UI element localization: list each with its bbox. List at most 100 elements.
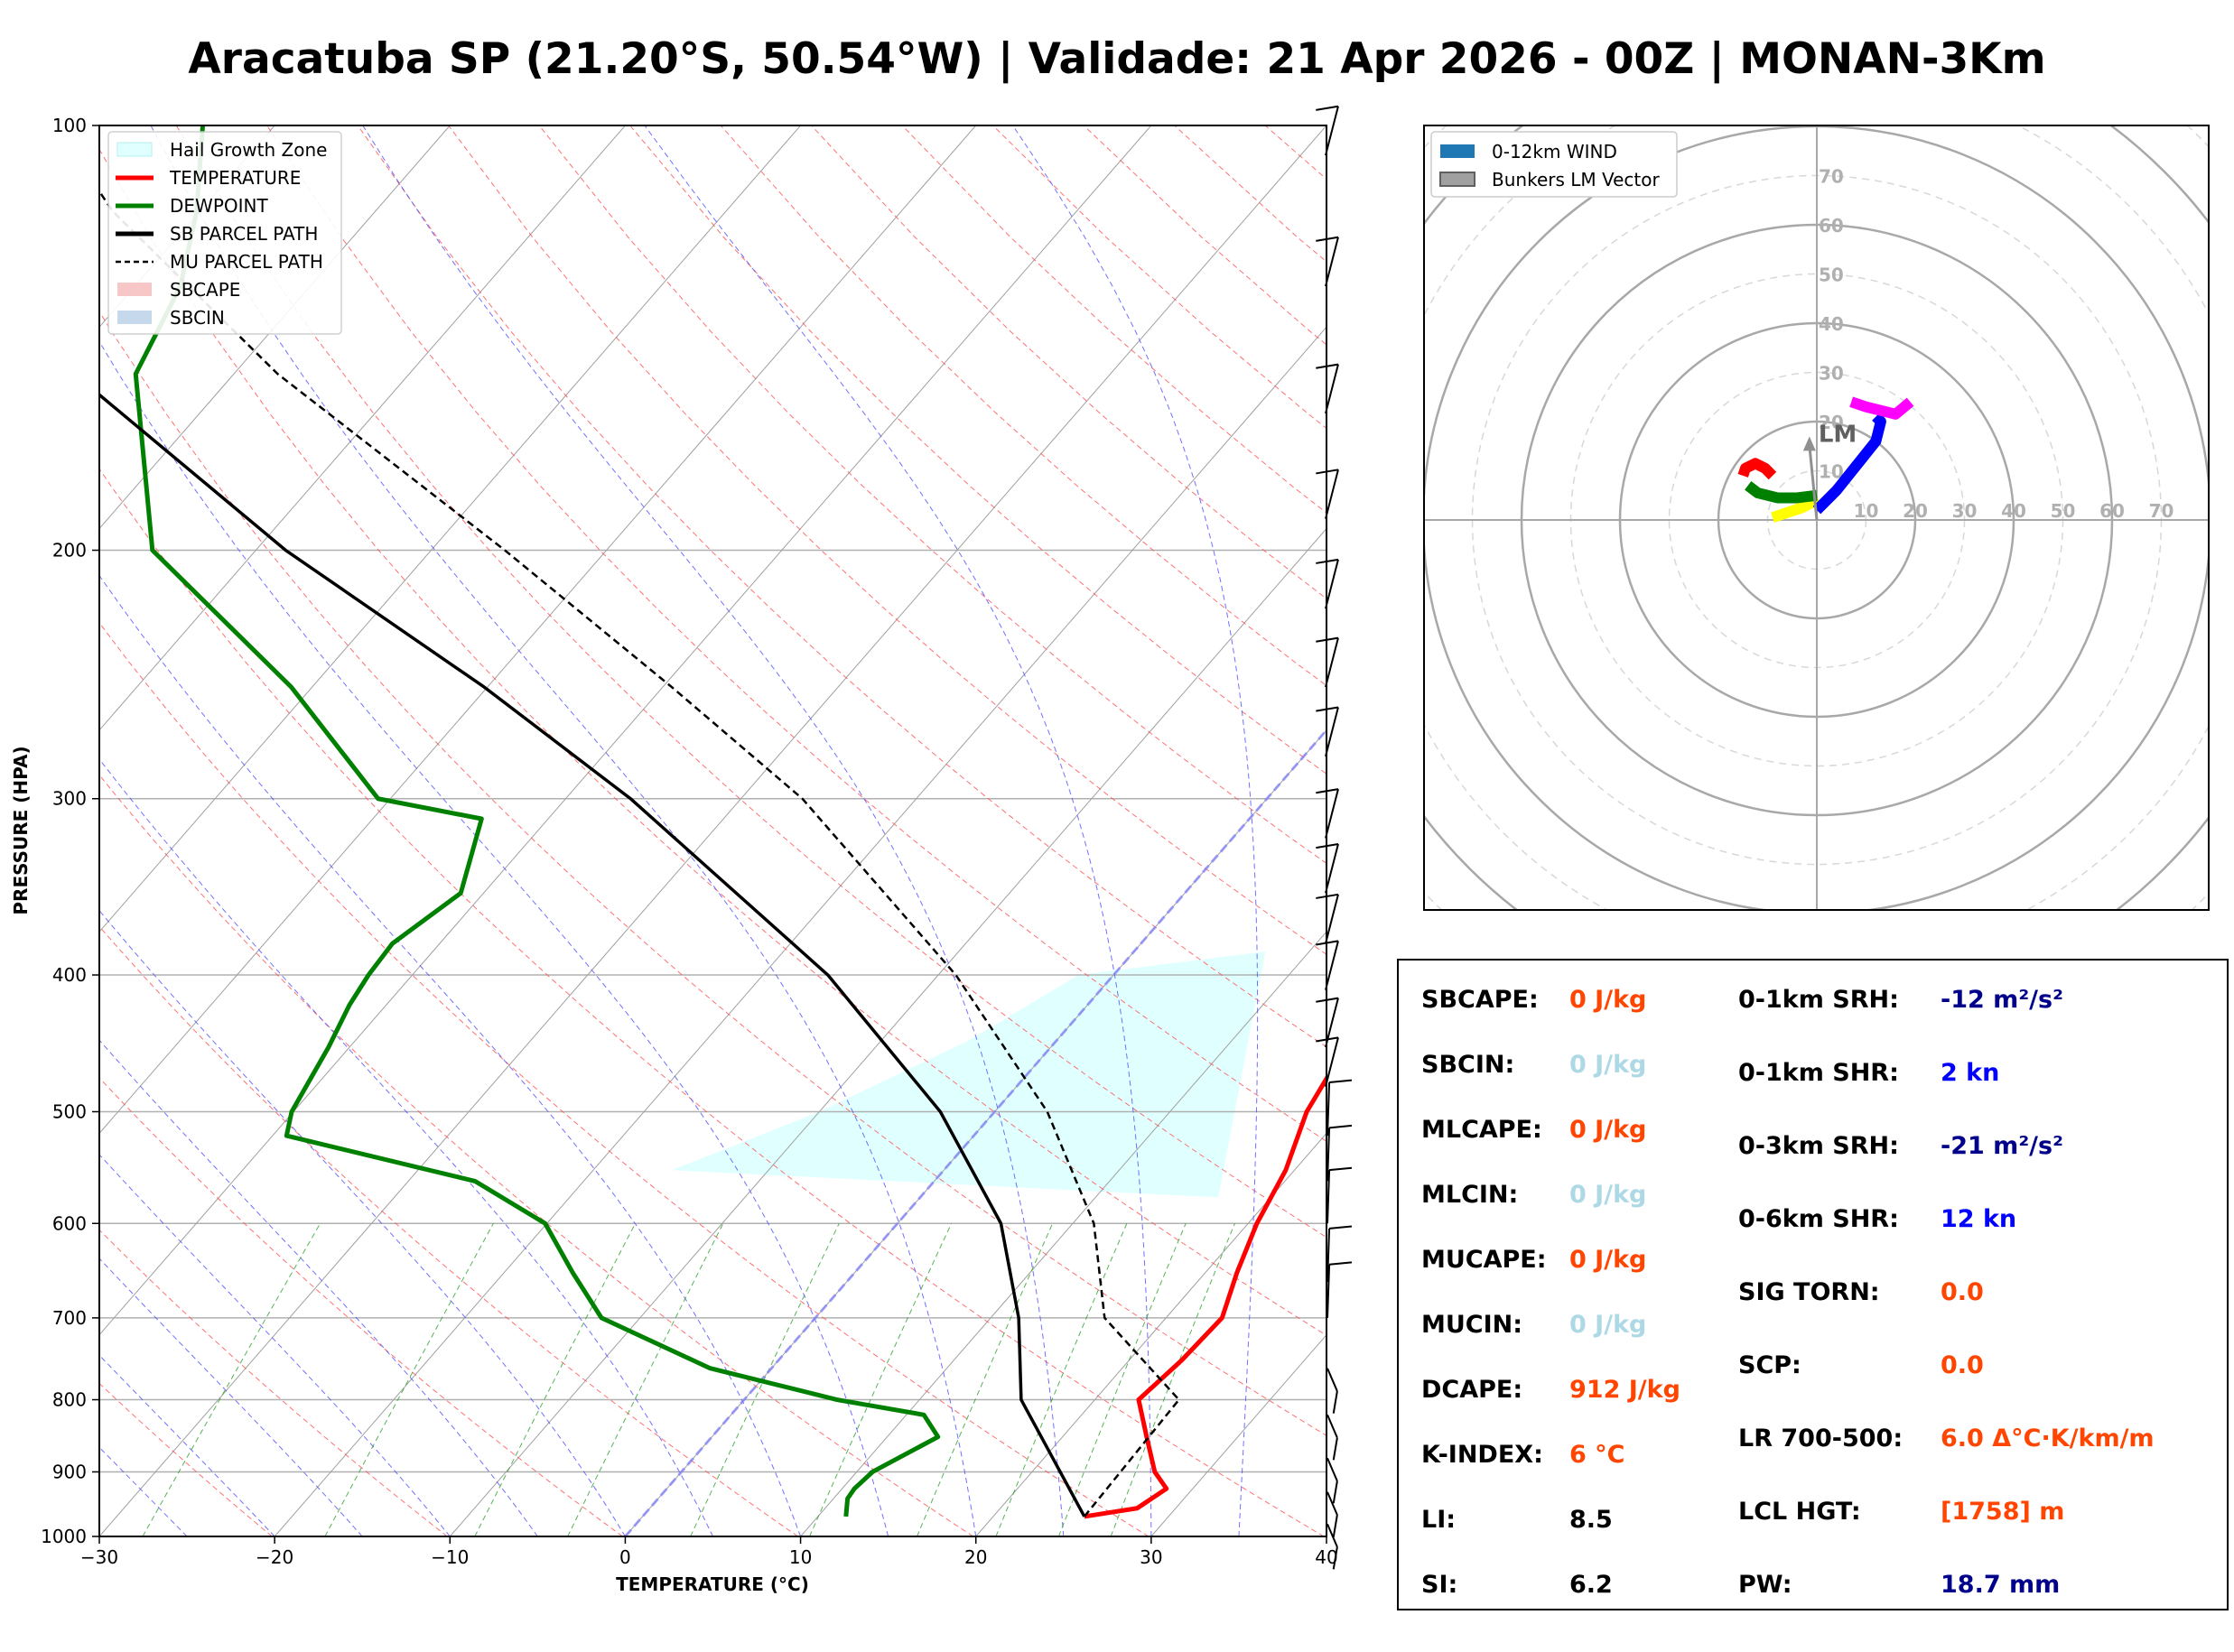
isotherm-line — [449, 527, 1326, 1536]
dry-adiabat — [99, 468, 1325, 1536]
ring-label-y: 20 — [1819, 412, 1844, 433]
moist-adiabat — [99, 574, 802, 1536]
ring-label-y: 50 — [1819, 265, 1844, 286]
page-title: Aracatuba SP (21.20°S, 50.54°W) | Valida… — [188, 34, 2046, 84]
legend-label: SBCIN — [170, 307, 225, 329]
wind-barb — [1326, 1079, 1353, 1137]
hodograph-trace — [1849, 396, 1914, 420]
wind-barb — [1326, 1457, 1338, 1504]
param-value: 12 kn — [1941, 1205, 2017, 1233]
param-label: SBCAPE: — [1421, 986, 1539, 1014]
param-value: -12 m²/s² — [1941, 986, 2063, 1014]
param-value: 2 kn — [1941, 1059, 2000, 1087]
y-tick-label: 200 — [52, 540, 87, 561]
wind-barb — [1326, 1124, 1353, 1182]
x-axis-label: TEMPERATURE (°C) — [616, 1573, 809, 1595]
wind-barb — [1326, 1225, 1353, 1282]
dry-adiabat — [99, 925, 798, 1536]
legend-label: DEWPOINT — [170, 195, 268, 217]
y-tick-label: 500 — [52, 1100, 87, 1122]
wind-barb — [1326, 1414, 1338, 1461]
y-axis-label: PRESSURE (HPA) — [10, 746, 32, 914]
legend-label: Bunkers LM Vector — [1492, 169, 1661, 190]
skew-t-legend: Hail Growth Zone TEMPERATURE DEWPOINT SB PA… — [107, 131, 342, 335]
mixing-ratio-line — [809, 1223, 953, 1536]
mixing-ratio-line — [324, 1223, 494, 1536]
hodograph-ring — [1226, 0, 2234, 1110]
param-label: 0-6km SHR: — [1738, 1205, 1899, 1233]
y-tick-label: 800 — [52, 1389, 87, 1411]
mixing-ratio-line — [474, 1223, 637, 1536]
legend-swatch — [1440, 144, 1475, 158]
ring-label-y: 60 — [1819, 215, 1844, 237]
dewpoint-trace — [133, 125, 941, 1517]
dry-adiabat — [99, 311, 1326, 1436]
y-tick-label: 400 — [52, 964, 87, 986]
y-tick-label: 900 — [52, 1461, 87, 1482]
skew-t-frame — [98, 125, 1327, 1537]
param-value: 18.7 mm — [1941, 1571, 2061, 1599]
isotherm-line — [99, 125, 977, 1135]
legend-swatch — [117, 311, 152, 324]
mixing-ratio-line — [567, 1223, 724, 1536]
moist-adiabat — [99, 340, 889, 1536]
legend-label: SBCAPE — [170, 279, 240, 301]
ring-label-x: 20 — [1903, 500, 1928, 522]
hodograph-trace — [1812, 413, 1886, 515]
moist-adiabat — [99, 758, 713, 1536]
dry-adiabat — [629, 125, 1326, 775]
wind-barb — [1326, 1491, 1338, 1537]
moist-adiabat — [1012, 125, 1259, 1536]
moist-adiabat — [150, 125, 977, 1536]
x-tick-label: −10 — [431, 1546, 469, 1568]
hail-growth-zone — [672, 951, 1266, 1198]
param-label: SBCIN: — [1421, 1051, 1515, 1079]
x-tick-label: 0 — [619, 1546, 631, 1568]
y-tick-label: 1000 — [41, 1526, 87, 1547]
param-value: [1758] m — [1941, 1498, 2065, 1526]
wind-barb — [1316, 105, 1339, 156]
param-label: SIG TORN: — [1738, 1278, 1880, 1306]
x-tick-label: 30 — [1140, 1546, 1162, 1568]
mixing-ratio-line — [1110, 1223, 1235, 1536]
param-value: 8.5 — [1569, 1506, 1613, 1534]
mixing-ratio-line — [917, 1223, 1054, 1536]
dry-adiabat — [448, 125, 1326, 955]
y-tick-label: 600 — [52, 1212, 87, 1234]
param-value: 6 °C — [1569, 1441, 1625, 1469]
param-label: LI: — [1421, 1506, 1457, 1534]
param-label: DCAPE: — [1421, 1376, 1523, 1404]
x-tick-label: −20 — [256, 1546, 293, 1568]
param-label: 0-1km SHR: — [1738, 1059, 1899, 1087]
param-value: 0 J/kg — [1569, 1246, 1647, 1274]
param-label: SCP: — [1738, 1351, 1801, 1379]
legend-label: MU PARCEL PATH — [170, 251, 323, 273]
hodograph-ring — [1424, 125, 2209, 910]
dry-adiabat — [266, 125, 1326, 1142]
param-value: 6.0 Δ°C·K/km/m — [1941, 1425, 2155, 1452]
legend-swatch — [117, 283, 152, 296]
y-tick-label: 300 — [52, 788, 87, 810]
param-value: 0.0 — [1941, 1278, 1984, 1306]
ring-label-x: 10 — [1854, 500, 1879, 522]
param-label: MUCIN: — [1421, 1311, 1523, 1339]
param-label: MLCIN: — [1421, 1181, 1519, 1209]
param-value: 0 J/kg — [1569, 1116, 1647, 1144]
param-label: K-INDEX: — [1421, 1441, 1543, 1469]
x-tick-label: 10 — [789, 1546, 812, 1568]
isotherm-line — [975, 1132, 1326, 1536]
wind-barb — [1326, 1261, 1353, 1318]
ring-label-x: 50 — [2051, 500, 2076, 522]
legend-swatch — [1439, 172, 1475, 187]
isotherm-line — [99, 125, 801, 933]
isotherm-line — [99, 125, 451, 530]
legend-box — [1430, 131, 1678, 198]
dry-adiabat — [175, 125, 1326, 1239]
param-value: 0 J/kg — [1569, 1181, 1647, 1209]
x-tick-label: 20 — [964, 1546, 987, 1568]
ring-label-x: 60 — [2099, 500, 2125, 522]
bunkers-lm-vector — [1808, 445, 1819, 521]
mu-parcel-path — [99, 189, 1181, 1517]
moist-adiabat — [99, 1354, 275, 1536]
